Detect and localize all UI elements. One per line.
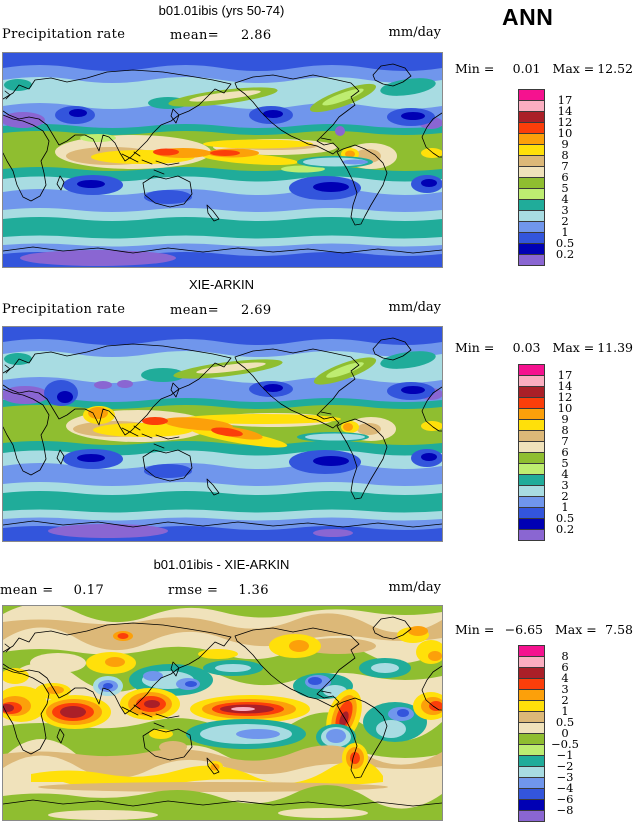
max-value: 11.39 bbox=[597, 340, 634, 355]
legend-tick-label: 14 bbox=[557, 104, 573, 118]
panel3-mean-stat: mean = 0.17 bbox=[0, 583, 104, 598]
legend-tick-label: 9 bbox=[561, 412, 569, 426]
max-label: Max = bbox=[555, 622, 597, 637]
panel3-units: mm/day bbox=[388, 580, 441, 595]
legend-tick-label: 12 bbox=[557, 115, 573, 129]
panel2-units: mm/day bbox=[388, 300, 441, 315]
panel3-map-frame bbox=[2, 605, 443, 821]
panel2-minmax: Min = 0.03 Max = 11.39 bbox=[455, 340, 633, 355]
panel1-units: mm/day bbox=[388, 25, 441, 40]
min-label: Min = bbox=[455, 340, 495, 355]
legend-tick-label: 1 bbox=[561, 500, 569, 514]
panel1-minmax: Min = 0.01 Max = 12.52 bbox=[455, 61, 633, 76]
legend-tick-label: 6 bbox=[561, 445, 569, 459]
legend-tick-label: 7 bbox=[561, 434, 569, 448]
legend-swatch bbox=[518, 254, 545, 266]
legend-tick-label: 4 bbox=[561, 192, 569, 206]
legend-tick-label: 10 bbox=[557, 401, 573, 415]
legend-tick-label: −1 bbox=[556, 748, 574, 762]
legend-tick-label: 1 bbox=[561, 225, 569, 239]
legend-tick-label: 7 bbox=[561, 159, 569, 173]
min-value: −6.65 bbox=[504, 622, 543, 637]
model-precip-map bbox=[3, 53, 442, 267]
legend-tick-label: 8 bbox=[561, 148, 569, 162]
mean-value: 0.17 bbox=[73, 583, 105, 598]
panel1-map-frame bbox=[2, 52, 443, 268]
legend-swatch bbox=[518, 529, 545, 541]
legend-tick-label: 17 bbox=[557, 93, 573, 107]
mean-value: 2.86 bbox=[241, 28, 272, 43]
panel1-colorbar: 17 14 12 10 9 8 7 6 5 4 3 2 1 0.5 0.2 bbox=[518, 89, 590, 268]
legend-tick-label: 3 bbox=[561, 203, 569, 217]
mean-label: mean= bbox=[170, 28, 220, 43]
difference-map bbox=[3, 606, 442, 820]
legend-tick-label: −2 bbox=[556, 759, 574, 773]
legend-tick-label: 4 bbox=[561, 467, 569, 481]
panel3-rmse-stat: rmse = 1.36 bbox=[168, 583, 269, 598]
legend-tick-label: 3 bbox=[561, 682, 569, 696]
panel3-minmax: Min = −6.65 Max = 7.58 bbox=[455, 622, 633, 637]
legend-tick-label: 0.5 bbox=[555, 511, 575, 525]
legend-tick-label: 14 bbox=[557, 379, 573, 393]
legend-tick-label: 2 bbox=[561, 489, 569, 503]
legend-tick-label: 8 bbox=[561, 649, 569, 663]
legend-tick-label: 0 bbox=[561, 726, 569, 740]
mean-label: mean = bbox=[0, 583, 54, 598]
panel2-title: XIE-ARKIN bbox=[188, 277, 254, 292]
mean-label: mean= bbox=[170, 303, 220, 318]
obs-precip-map bbox=[3, 327, 442, 541]
legend-tick-label: −4 bbox=[556, 781, 574, 795]
min-value: 0.03 bbox=[512, 340, 541, 355]
season-label: ANN bbox=[502, 4, 554, 30]
mean-value: 2.69 bbox=[241, 303, 272, 318]
legend-tick-label: 0.5 bbox=[555, 236, 575, 250]
min-label: Min = bbox=[455, 61, 495, 76]
panel2-colorbar: 17 14 12 10 9 8 7 6 5 4 3 2 1 0.5 0.2 bbox=[518, 364, 590, 543]
rmse-label: rmse = bbox=[168, 583, 219, 598]
max-label: Max = bbox=[552, 61, 595, 76]
legend-tick-label: 8 bbox=[561, 423, 569, 437]
legend-tick-label: −3 bbox=[556, 770, 574, 784]
panel2-mean-stat: mean= 2.69 bbox=[170, 303, 272, 318]
legend-tick-label: 6 bbox=[561, 170, 569, 184]
legend-tick-label: 5 bbox=[561, 181, 569, 195]
legend-tick-label: −6 bbox=[556, 792, 574, 806]
legend-tick-label: 12 bbox=[557, 390, 573, 404]
legend-tick-label: 5 bbox=[561, 456, 569, 470]
max-value: 12.52 bbox=[597, 61, 634, 76]
legend-tick-label: 0.5 bbox=[555, 715, 575, 729]
legend-tick-label: 9 bbox=[561, 137, 569, 151]
legend-tick-label: 4 bbox=[561, 671, 569, 685]
min-value: 0.01 bbox=[512, 61, 541, 76]
legend-tick-label: 3 bbox=[561, 478, 569, 492]
legend-tick-label: 17 bbox=[557, 368, 573, 382]
panel3-colorbar: 8 6 4 3 2 1 0.5 0 −0.5 −1 −2 −3 −4 −6 −8 bbox=[518, 645, 590, 824]
legend-tick-label: 1 bbox=[561, 704, 569, 718]
legend-tick-label: 2 bbox=[561, 214, 569, 228]
max-label: Max = bbox=[552, 340, 595, 355]
max-value: 7.58 bbox=[605, 622, 633, 637]
panel2-variable-label: Precipitation rate bbox=[2, 302, 126, 317]
panel2-map-frame bbox=[2, 326, 443, 542]
panel1-mean-stat: mean= 2.86 bbox=[170, 28, 272, 43]
min-label: Min = bbox=[455, 622, 495, 637]
legend-tick-label: −8 bbox=[556, 803, 574, 817]
legend-tick-label: 0.2 bbox=[555, 247, 575, 261]
legend-tick-label: 10 bbox=[557, 126, 573, 140]
panel1-variable-label: Precipitation rate bbox=[2, 27, 126, 42]
legend-tick-label: −0.5 bbox=[551, 737, 579, 751]
legend-tick-label: 0.2 bbox=[555, 522, 575, 536]
panel3-title: b01.01ibis - XIE-ARKIN bbox=[153, 557, 290, 572]
legend-swatch bbox=[518, 810, 545, 822]
legend-tick-label: 6 bbox=[561, 660, 569, 674]
rmse-value: 1.36 bbox=[238, 583, 269, 598]
panel1-title: b01.01ibis (yrs 50-74) bbox=[158, 3, 285, 18]
legend-tick-label: 2 bbox=[561, 693, 569, 707]
